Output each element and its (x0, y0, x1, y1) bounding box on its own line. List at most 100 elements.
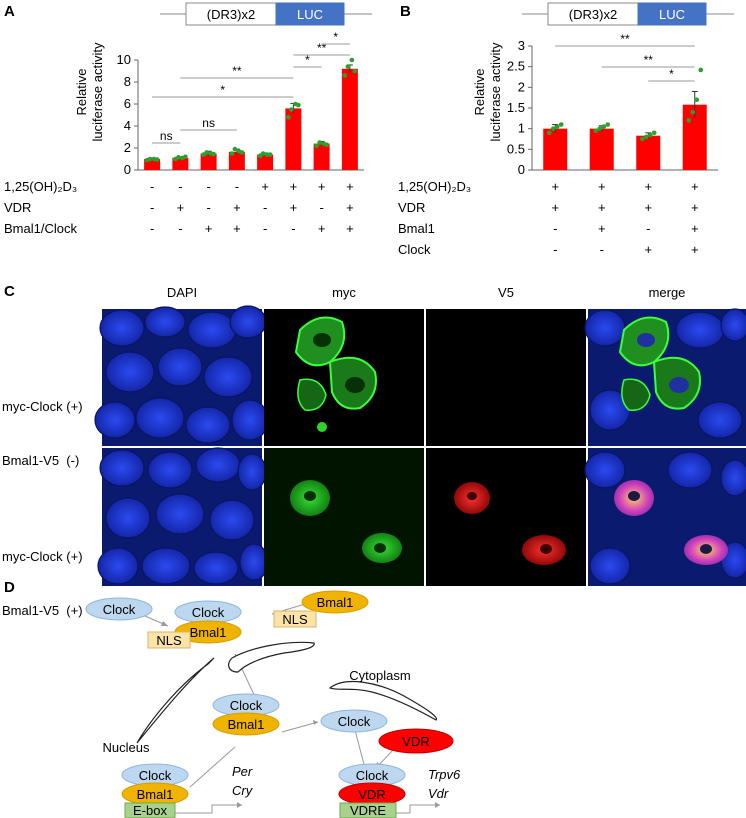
condition-mark-b-4-2: - (600, 242, 604, 257)
condition-mark-b-4-3: + (644, 242, 652, 257)
data-point-b-1-3 (554, 124, 560, 129)
condition-mark-a-1-4: - (235, 179, 239, 194)
y-tick-label-b-0: 0 (518, 162, 525, 177)
condition-mark-b-3-1: - (553, 221, 557, 236)
nls-label-1: NLS (156, 633, 182, 648)
condition-mark-b-4-1: - (553, 242, 557, 257)
bmal1-label-2: Bmal1 (317, 595, 354, 610)
construct-reporter-label-a: LUC (297, 7, 323, 22)
condition-mark-a-2-6: + (290, 200, 298, 215)
panel-letter-d: D (4, 579, 15, 596)
y-tick-label-a-0: 0 (124, 162, 131, 177)
y-axis-title-a: Relative luciferase activity (74, 42, 105, 141)
y-axis-title-b-line1: Relative (472, 69, 487, 116)
cytoplasm-label: Cytoplasm (349, 668, 410, 683)
data-point-a-6-4 (296, 102, 301, 108)
sig-label-a-5: * (305, 53, 310, 67)
condition-mark-b-1-2: + (598, 179, 606, 194)
data-point-a-4-1 (229, 151, 235, 156)
bar-a-5 (257, 154, 274, 170)
condition-mark-b-2-1: + (551, 200, 559, 215)
data-point-a-7-1 (314, 143, 319, 149)
col-label-myc: myc (332, 285, 356, 300)
construct-element-label-a: (DR3)x2 (207, 7, 255, 22)
data-point-a-1-4 (154, 157, 160, 162)
panel-letter-a: A (4, 3, 15, 20)
condition-mark-a-2-5: - (263, 200, 267, 215)
data-point-a-5-4 (267, 152, 273, 157)
condition-mark-a-1-5: + (261, 179, 269, 194)
data-point-b-4-3 (694, 97, 700, 103)
bar-a-8 (341, 68, 358, 170)
condition-mark-a-3-6: - (291, 221, 295, 236)
sig-label-a-4: ** (232, 64, 242, 78)
condition-label-a-1: 1,25(OH)₂D₃ (4, 179, 77, 194)
data-point-a-3-2 (204, 150, 209, 155)
y-tick-label-a-2: 4 (124, 118, 131, 133)
y-tick-label-b-6: 3 (518, 38, 525, 53)
data-point-b-1-2 (550, 126, 556, 131)
condition-mark-a-3-3: + (205, 221, 213, 236)
data-point-b-2-4 (605, 122, 611, 127)
construct-diagram-b: (DR3)x2 LUC (522, 2, 734, 26)
condition-mark-a-3-5: - (263, 221, 267, 236)
y-tick-label-b-3: 1.5 (507, 100, 525, 115)
sig-label-a-6: ** (317, 41, 327, 55)
bmal1-label-1: Bmal1 (190, 625, 227, 640)
condition-label-a-2: VDR (4, 200, 31, 215)
data-point-b-2-1 (593, 128, 599, 134)
gene-per: Per (232, 764, 253, 779)
condition-mark-b-1-1: + (551, 179, 559, 194)
bar-b-2 (589, 128, 614, 170)
condition-mark-a-3-8: + (346, 221, 354, 236)
data-point-b-3-1 (639, 136, 645, 142)
y-tick-label-a-5: 10 (117, 52, 131, 67)
y-tick-label-b-1: 0.5 (507, 141, 525, 156)
condition-mark-a-2-3: - (206, 200, 210, 215)
condition-mark-b-3-3: - (646, 221, 650, 236)
condition-mark-a-2-7: - (319, 200, 323, 215)
condition-mark-a-2-8: + (346, 200, 354, 215)
data-point-b-1-1 (546, 130, 552, 136)
data-point-b-2-3 (601, 124, 607, 129)
data-point-a-7-2 (317, 140, 322, 145)
row-label-2-line2: Bmal1-V5 (+) (2, 603, 83, 618)
condition-mark-a-3-4: + (233, 221, 241, 236)
bar-a-6 (285, 108, 302, 170)
construct-reporter-label-b: LUC (659, 7, 685, 22)
condition-label-b-4: Clock (398, 242, 431, 257)
clock-label-2: Clock (192, 605, 225, 620)
condition-mark-b-3-2: + (598, 221, 606, 236)
data-point-a-6-1 (286, 114, 291, 120)
bar-a-7 (313, 143, 330, 170)
row-label-1-line1: myc-Clock (+) (2, 399, 83, 414)
clock-label-5: Clock (139, 768, 172, 783)
data-point-a-8-1 (342, 73, 348, 78)
nls-label-2: NLS (282, 612, 308, 627)
y-tick-label-b-2: 1 (518, 121, 525, 136)
condition-mark-a-1-2: - (178, 179, 182, 194)
condition-mark-b-2-2: + (598, 200, 606, 215)
data-point-b-4-1 (686, 118, 692, 123)
bar-chart-b: 00.511.522.53*****1,25(OH)₂D₃ + + + +VDR + + + +… (398, 32, 718, 257)
gene-cry: Cry (232, 783, 254, 798)
data-point-a-7-4 (324, 142, 329, 147)
bar-b-1 (543, 128, 568, 170)
data-point-a-4-4 (239, 150, 245, 155)
condition-mark-b-1-3: + (644, 179, 652, 194)
bar-a-1 (144, 159, 161, 170)
bar-a-3 (200, 153, 217, 170)
y-tick-label-a-3: 6 (124, 96, 131, 111)
data-point-a-8-4 (352, 68, 358, 74)
col-label-v5: V5 (498, 285, 514, 300)
data-point-b-1-4 (558, 122, 564, 127)
y-tick-label-a-1: 2 (124, 140, 131, 155)
row-label-1: myc-Clock (+) Bmal1-V5 (-) (2, 362, 83, 506)
y-axis-title-b-line2: luciferase activity (488, 42, 503, 141)
sig-label-b-1: * (669, 67, 674, 81)
data-point-b-4-4 (698, 67, 704, 73)
row-label-2: myc-Clock (+) Bmal1-V5 (+) (2, 512, 83, 656)
bmal1-label-4: Bmal1 (137, 787, 174, 802)
condition-mark-a-1-7: + (318, 179, 326, 194)
